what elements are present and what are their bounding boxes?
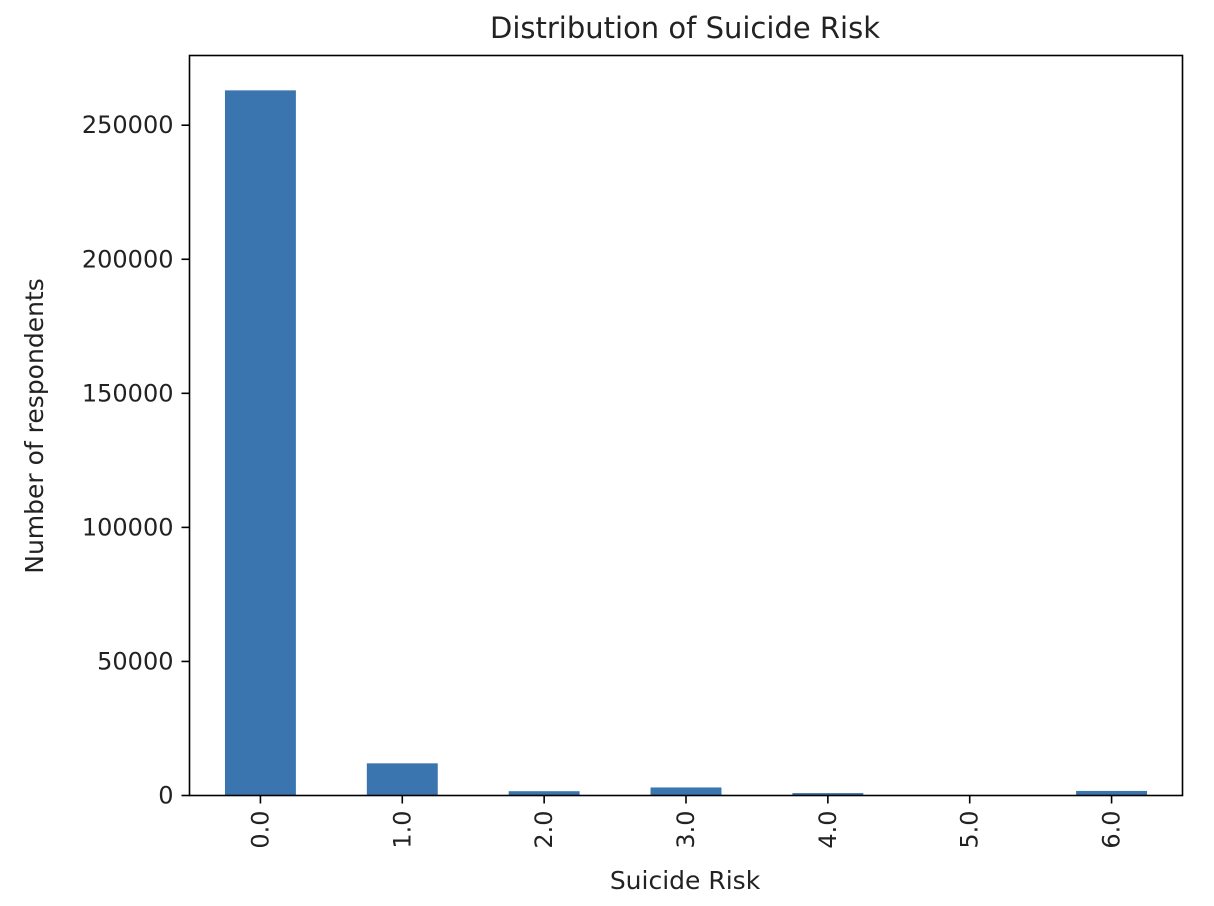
y-tick-label: 250000 — [82, 111, 174, 139]
x-tick-label: 3.0 — [672, 811, 700, 849]
x-tick-label: 4.0 — [814, 811, 842, 849]
bars-group — [224, 90, 1148, 796]
y-axis-ticks: 0 50000 100000 150000 200000 250000 — [82, 111, 190, 810]
bar-4.0 — [792, 793, 864, 796]
y-tick-label: 100000 — [82, 513, 174, 541]
y-axis-label: Number of respondents — [20, 278, 49, 573]
y-tick-label: 150000 — [82, 379, 174, 407]
x-axis-label: Suicide Risk — [610, 866, 761, 895]
plot-area-frame — [188, 54, 1184, 797]
x-tick-label: 5.0 — [956, 811, 984, 849]
y-tick-label: 0 — [158, 782, 173, 810]
bar-1.0 — [366, 763, 438, 796]
x-tick-label: 0.0 — [246, 811, 274, 849]
x-tick-label: 1.0 — [388, 811, 416, 849]
bar-6.0 — [1076, 790, 1148, 796]
y-tick-label: 200000 — [82, 245, 174, 273]
chart-title: Distribution of Suicide Risk — [490, 11, 880, 45]
bar-0.0 — [224, 90, 296, 796]
y-tick-label: 50000 — [97, 647, 173, 675]
bar-2.0 — [508, 791, 580, 796]
bar-3.0 — [650, 787, 722, 796]
x-tick-label: 6.0 — [1098, 811, 1126, 849]
x-axis-ticks: 0.0 1.0 2.0 3.0 4.0 5.0 6.0 — [246, 795, 1126, 849]
x-tick-label: 2.0 — [530, 811, 558, 849]
